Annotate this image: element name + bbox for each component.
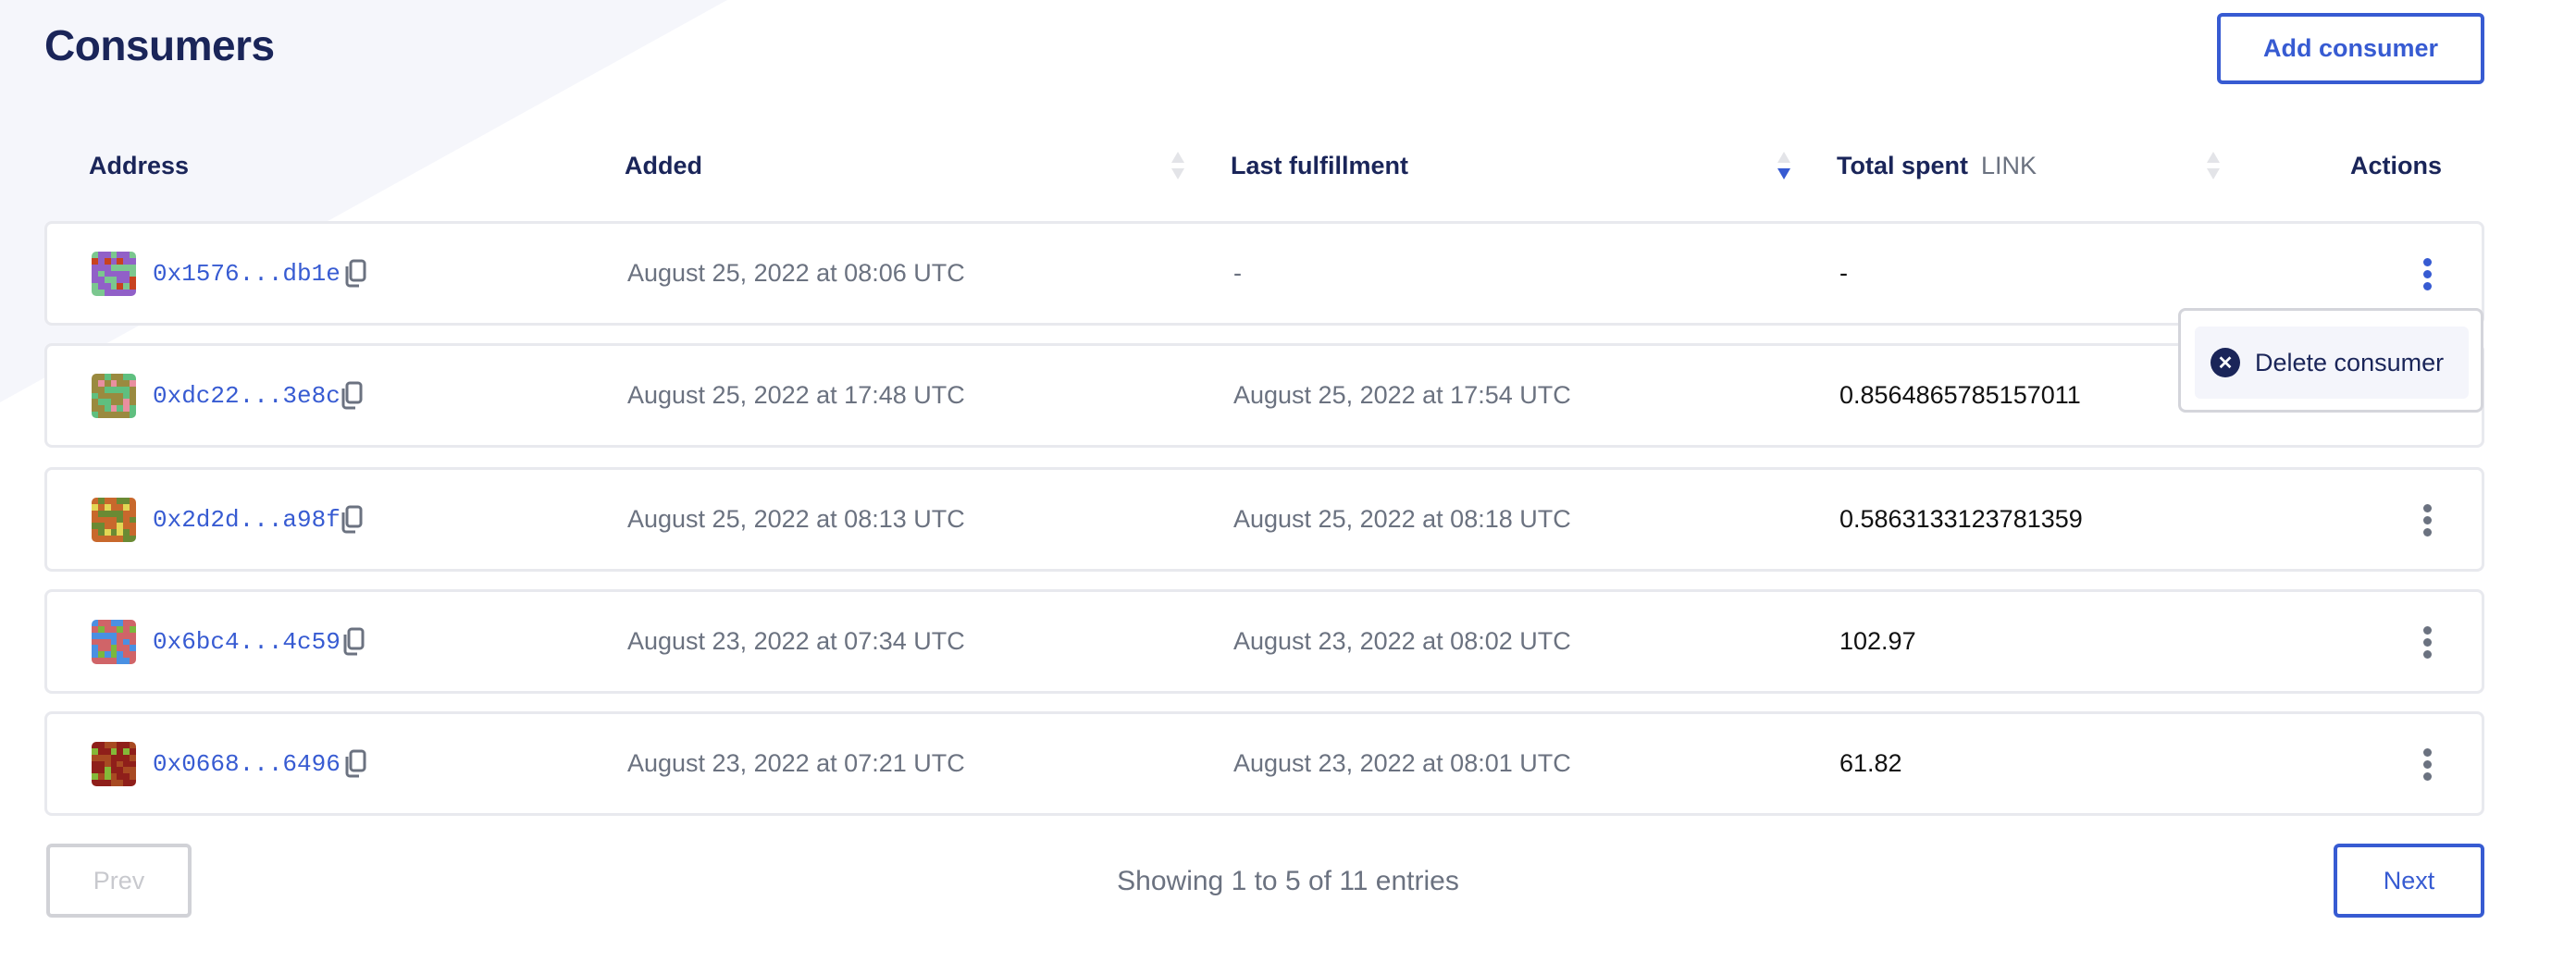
last-fulfillment-date: -: [1233, 259, 1242, 287]
x-circle-icon: ✕: [2211, 348, 2240, 377]
added-date: August 25, 2022 at 08:13 UTC: [627, 505, 965, 533]
total-spent-unit: LINK: [1981, 152, 2037, 179]
pagination-summary: Showing 1 to 5 of 11 entries: [1117, 866, 1459, 896]
sort-descending-icon[interactable]: [1776, 150, 1792, 181]
sort-icon[interactable]: [1170, 150, 1186, 181]
avatar: [92, 742, 136, 786]
copy-icon[interactable]: [343, 749, 367, 779]
address-link[interactable]: 0x6bc4...4c59: [153, 627, 341, 656]
table-row: 0x6bc4...4c59 August 23, 2022 at 07:34 UT…: [44, 589, 2484, 694]
last-fulfillment-date: August 23, 2022 at 08:01 UTC: [1233, 749, 1571, 777]
column-header-address: Address: [89, 152, 190, 179]
address-link[interactable]: 0x0668...6496: [153, 749, 341, 778]
last-fulfillment-date: August 25, 2022 at 08:18 UTC: [1233, 505, 1571, 533]
address-link[interactable]: 0x2d2d...a98f: [153, 505, 341, 534]
total-spent-label[interactable]: Total spent: [1837, 152, 1969, 179]
copy-icon[interactable]: [341, 627, 365, 657]
avatar: [92, 498, 136, 542]
column-header-total-spent: Total spent LINK: [1837, 152, 2037, 180]
last-fulfillment-date: August 23, 2022 at 08:02 UTC: [1233, 627, 1571, 655]
table-row: 0x1576...db1e August 25, 2022 at 08:06 UT…: [44, 221, 2484, 326]
total-spent-value: -: [1839, 259, 1848, 287]
avatar: [92, 374, 136, 418]
total-spent-value: 102.97: [1839, 627, 1916, 655]
avatar: [92, 620, 136, 664]
table-row: 0x2d2d...a98f August 25, 2022 at 08:13 UT…: [44, 467, 2484, 572]
address-link[interactable]: 0x1576...db1e: [153, 259, 341, 288]
total-spent-value: 0.5863133123781359: [1839, 505, 2083, 533]
column-header-actions: Actions: [2350, 152, 2443, 179]
more-actions-icon[interactable]: [2409, 252, 2446, 296]
last-fulfillment-date: August 25, 2022 at 17:54 UTC: [1233, 381, 1571, 409]
added-date: August 25, 2022 at 08:06 UTC: [627, 259, 965, 287]
address-link[interactable]: 0xdc22...3e8c: [153, 381, 341, 410]
next-page-button[interactable]: Next: [2334, 844, 2484, 918]
added-date: August 23, 2022 at 07:21 UTC: [627, 749, 965, 777]
added-date: August 25, 2022 at 17:48 UTC: [627, 381, 965, 409]
avatar: [92, 252, 136, 296]
delete-consumer-label: Delete consumer: [2255, 348, 2445, 376]
prev-page-button[interactable]: Prev: [46, 844, 192, 918]
add-consumer-button[interactable]: Add consumer: [2217, 13, 2484, 84]
more-actions-icon[interactable]: [2409, 498, 2446, 542]
copy-icon[interactable]: [340, 505, 364, 535]
copy-icon[interactable]: [343, 259, 367, 289]
table-row: 0x0668...6496 August 23, 2022 at 07:21 UT…: [44, 711, 2484, 816]
table-row: 0xdc22...3e8c August 25, 2022 at 17:48 UT…: [44, 343, 2484, 448]
more-actions-icon[interactable]: [2409, 742, 2446, 786]
more-actions-icon[interactable]: [2409, 620, 2446, 664]
copy-icon[interactable]: [340, 381, 364, 411]
page-title: Consumers: [44, 21, 275, 69]
delete-consumer-menu-item[interactable]: ✕ Delete consumer: [2195, 327, 2469, 399]
total-spent-value: 0.8564865785157011: [1839, 381, 2081, 409]
column-header-last-fulfillment[interactable]: Last fulfillment: [1231, 152, 1409, 179]
sort-icon[interactable]: [2205, 150, 2222, 181]
total-spent-value: 61.82: [1839, 749, 1902, 777]
column-header-added[interactable]: Added: [625, 152, 702, 179]
row-actions-menu: ✕ Delete consumer: [2178, 308, 2483, 413]
added-date: August 23, 2022 at 07:34 UTC: [627, 627, 965, 655]
